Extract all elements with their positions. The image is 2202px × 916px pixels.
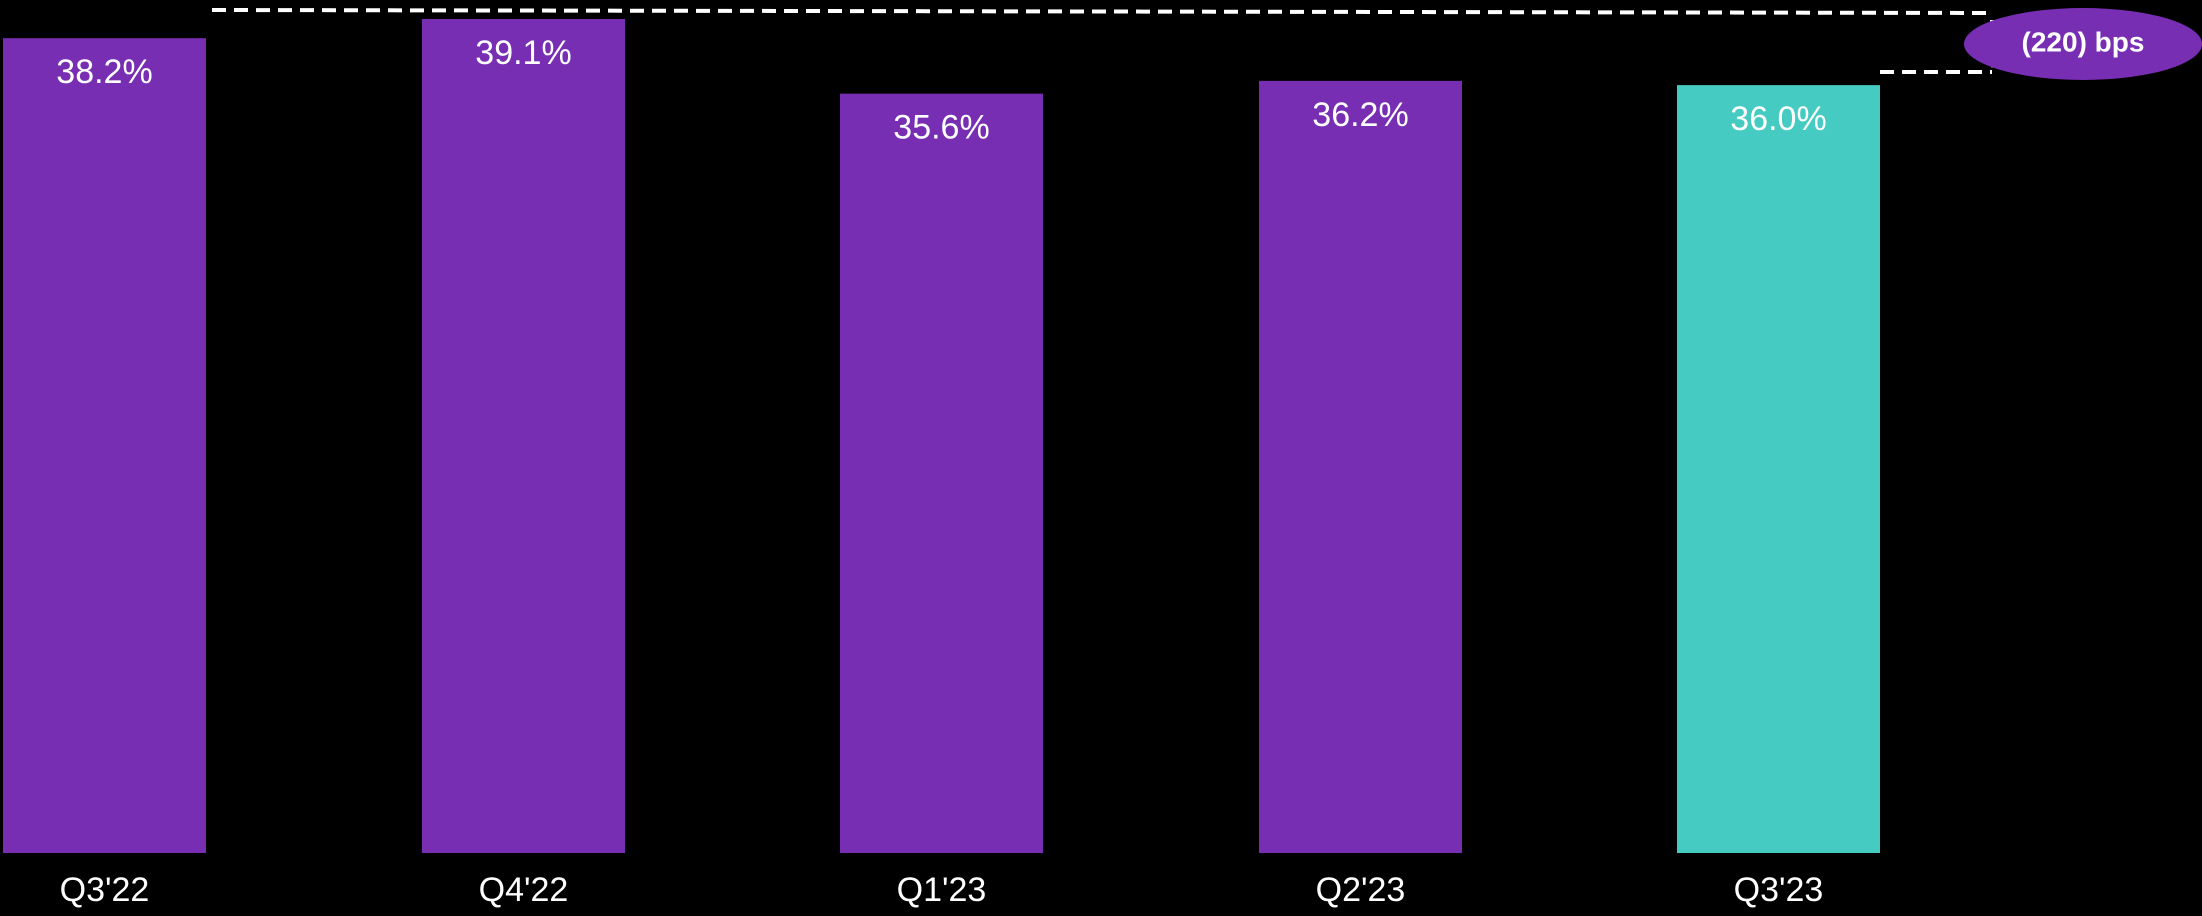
value-label-4: 36.0% [1730,100,1826,138]
value-label-3: 36.2% [1312,96,1408,134]
bar-4 [1677,85,1880,854]
bar-3 [1259,80,1462,853]
value-label-0: 38.2% [56,53,152,91]
value-label-2: 35.6% [893,109,989,147]
bar-1 [422,18,625,853]
callout-bubble [1964,8,2202,80]
category-label-1: Q4'22 [479,871,569,909]
category-label-4: Q3'23 [1734,871,1824,909]
bars-layer [3,18,1880,854]
value-labels-layer: 38.2% 39.1% 35.6% 36.2% 36.0% [56,34,1826,147]
callout-label: (220) bps [2022,26,2145,57]
change-annotation: (220) bps [211,8,2202,80]
category-label-3: Q2'23 [1316,871,1406,909]
bar-2 [840,93,1043,854]
bar-0 [3,38,206,854]
reference-dashed-line-top [211,8,1993,15]
value-label-1: 39.1% [475,34,571,72]
category-label-2: Q1'23 [897,871,987,909]
category-label-0: Q3'22 [60,871,150,909]
category-labels-layer: Q3'22 Q4'22 Q1'23 Q2'23 Q3'23 [60,871,1824,909]
